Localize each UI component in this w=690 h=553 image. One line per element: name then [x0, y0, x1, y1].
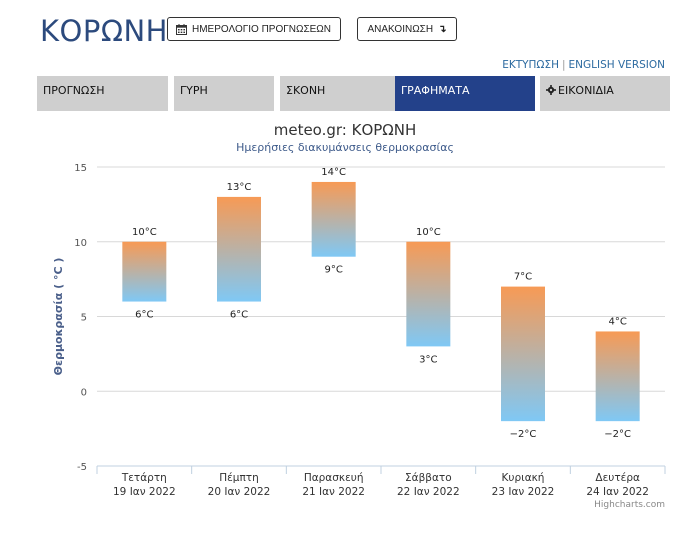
x-tick-date: 20 Ιαν 2022 — [208, 486, 271, 498]
highcharts-credit: Highcharts.com — [594, 500, 665, 510]
high-temp-label: 14°C — [321, 167, 346, 178]
x-tick-date: 21 Ιαν 2022 — [302, 486, 365, 498]
tab-label: ΠΡΟΓΝΩΣΗ — [43, 84, 105, 97]
x-tick-day: Δευτέρα — [595, 472, 640, 484]
tab-forecast[interactable]: ΠΡΟΓΝΩΣΗ — [37, 76, 168, 111]
top-links: ΕΚΤΥΠΩΣΗ | ENGLISH VERSION — [502, 59, 665, 71]
x-tick-day: Κυριακή — [502, 472, 545, 484]
tab-bar: ΠΡΟΓΝΩΣΗ ΓΥΡΗ ΣΚΟΝΗ ΓΡΑΦΗΜΑΤΑ ΕΙΚΟΝΙΔΙΑ — [37, 76, 670, 111]
high-temp-label: 10°C — [416, 227, 441, 238]
calendar-icon — [176, 23, 187, 35]
x-tick-date: 19 Ιαν 2022 — [113, 486, 176, 498]
temperature-range-bar — [595, 331, 640, 422]
x-tick-date: 23 Ιαν 2022 — [492, 486, 555, 498]
tab-label: ΓΥΡΗ — [180, 84, 208, 97]
tab-pollen[interactable]: ΓΥΡΗ — [174, 76, 274, 111]
print-link[interactable]: ΕΚΤΥΠΩΣΗ — [502, 59, 559, 71]
high-temp-label: 7°C — [514, 272, 532, 283]
y-tick-label: 0 — [81, 387, 87, 398]
y-tick-label: 10 — [74, 238, 87, 249]
gear-icon — [546, 85, 556, 95]
forecast-calendar-label: ΗΜΕΡΟΛΟΓΙΟ ΠΡΟΓΝΩΣΕΩΝ — [192, 23, 332, 35]
low-temp-label: −2°C — [604, 429, 631, 440]
temperature-range-bar — [217, 196, 261, 302]
chart-title: meteo.gr: ΚΟΡΩΝΗ — [274, 121, 417, 139]
low-temp-label: −2°C — [510, 429, 537, 440]
tab-label: ΕΙΚΟΝΙΔΙΑ — [558, 84, 614, 97]
temperature-range-bar — [122, 241, 167, 302]
low-temp-label: 9°C — [324, 265, 342, 276]
high-temp-label: 4°C — [608, 316, 626, 327]
tab-icons[interactable]: ΕΙΚΟΝΙΔΙΑ — [540, 76, 670, 111]
forecast-calendar-button[interactable]: ΗΜΕΡΟΛΟΓΙΟ ΠΡΟΓΝΩΣΕΩΝ — [167, 17, 341, 41]
english-version-link[interactable]: ENGLISH VERSION — [568, 59, 665, 71]
y-axis-label: Θερμοκρασία ( °C ) — [52, 258, 65, 376]
x-tick-day: Τετάρτη — [121, 472, 167, 484]
x-tick-date: 22 Ιαν 2022 — [397, 486, 460, 498]
low-temp-label: 6°C — [230, 310, 248, 321]
y-tick-label: 15 — [74, 163, 87, 174]
low-temp-label: 6°C — [135, 310, 153, 321]
announcement-label: ΑΝΑΚΟΙΝΩΣΗ — [367, 23, 434, 35]
x-tick-day: Παρασκευή — [304, 472, 364, 484]
temperature-range-bar — [501, 286, 545, 422]
low-temp-label: 3°C — [419, 354, 437, 365]
high-temp-label: 10°C — [132, 227, 157, 238]
high-temp-label: 13°C — [227, 182, 252, 193]
tab-charts[interactable]: ΓΡΑΦΗΜΑΤΑ — [395, 76, 535, 111]
chart-subtitle: Ημερήσιες διακυμάνσεις θερμοκρασίας — [236, 141, 454, 154]
announcement-button[interactable]: ΑΝΑΚΟΙΝΩΣΗ ↴ — [357, 17, 457, 41]
y-tick-label: 5 — [81, 313, 87, 324]
temperature-chart: meteo.gr: ΚΟΡΩΝΗ Ημερήσιες διακυμάνσεις θ… — [52, 121, 666, 510]
tab-label: ΣΚΟΝΗ — [286, 84, 326, 97]
y-tick-label: -5 — [77, 462, 87, 473]
temperature-range-bar — [311, 181, 356, 257]
link-separator: | — [561, 59, 566, 71]
tab-label: ΓΡΑΦΗΜΑΤΑ — [401, 84, 470, 97]
temperature-range-bar — [406, 241, 451, 347]
x-tick-day: Σάββατο — [405, 472, 452, 484]
x-tick-date: 24 Ιαν 2022 — [586, 486, 649, 498]
arrow-down-icon: ↴ — [438, 23, 447, 35]
x-tick-day: Πέμπτη — [219, 472, 259, 484]
page-title: ΚΟΡΩΝΗ — [40, 14, 168, 48]
